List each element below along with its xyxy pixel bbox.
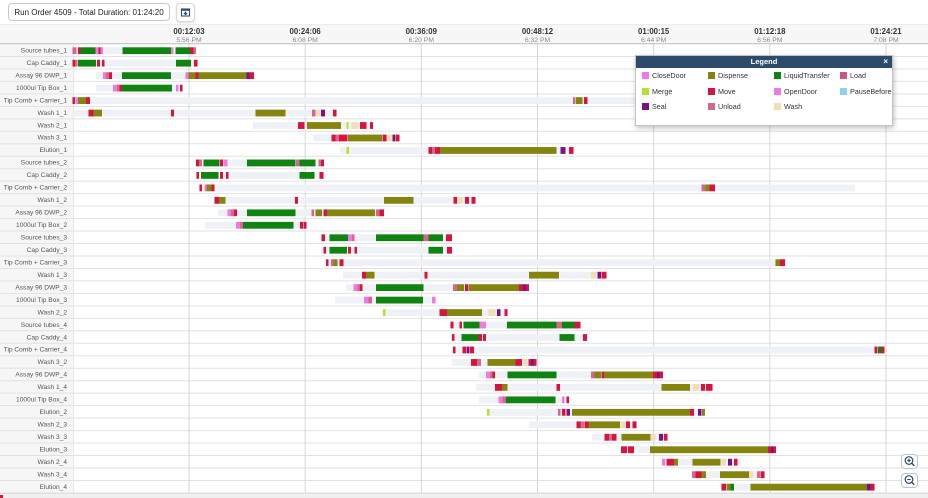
svg-text:Wash 3_1: Wash 3_1 — [38, 135, 68, 142]
svg-text:Source tubes_4: Source tubes_4 — [21, 322, 68, 329]
svg-text:Cap Caddy_3: Cap Caddy_3 — [27, 247, 68, 254]
svg-text:Tip Comb + Carrier_3: Tip Comb + Carrier_3 — [4, 259, 68, 266]
svg-text:Cap Caddy_2: Cap Caddy_2 — [27, 172, 68, 179]
svg-text:Wash 1_2: Wash 1_2 — [38, 197, 68, 204]
svg-text:Assay 96 DWP_1: Assay 96 DWP_1 — [15, 72, 67, 79]
svg-text:1000ul Tip Box_4: 1000ul Tip Box_4 — [16, 397, 67, 404]
svg-text:Wash 1_3: Wash 1_3 — [38, 272, 68, 279]
svg-text:Tip Comb + Carrier_2: Tip Comb + Carrier_2 — [4, 185, 68, 192]
svg-text:Wash 3_2: Wash 3_2 — [38, 359, 68, 366]
svg-text:Source tubes_2: Source tubes_2 — [21, 160, 68, 167]
svg-text:Source tubes_3: Source tubes_3 — [21, 234, 68, 241]
svg-text:Wash 2_2: Wash 2_2 — [38, 309, 68, 316]
svg-text:Tip Comb + Carrier_1: Tip Comb + Carrier_1 — [4, 97, 68, 104]
svg-text:Wash 2_3: Wash 2_3 — [38, 422, 68, 429]
svg-text:Source tubes_1: Source tubes_1 — [21, 47, 68, 54]
svg-text:Assay 96 DWP_3: Assay 96 DWP_3 — [15, 284, 67, 291]
svg-text:Wash 2_4: Wash 2_4 — [38, 459, 68, 466]
svg-text:Assay 96 DWP_4: Assay 96 DWP_4 — [15, 372, 67, 379]
svg-text:1000ul Tip Box_1: 1000ul Tip Box_1 — [16, 85, 67, 92]
svg-text:Wash 3_4: Wash 3_4 — [38, 471, 68, 478]
svg-text:Elution_1: Elution_1 — [40, 147, 68, 154]
svg-text:1000ul Tip Box_2: 1000ul Tip Box_2 — [16, 222, 67, 229]
svg-text:1000ul Tip Box_3: 1000ul Tip Box_3 — [16, 297, 67, 304]
svg-text:Wash 2_1: Wash 2_1 — [38, 122, 68, 129]
svg-text:Assay 96 DWP_2: Assay 96 DWP_2 — [15, 210, 67, 217]
svg-text:Cap Caddy_1: Cap Caddy_1 — [27, 60, 68, 67]
svg-text:Wash 1_4: Wash 1_4 — [38, 384, 68, 391]
svg-text:Elution_3: Elution_3 — [40, 446, 68, 453]
svg-text:Wash 3_3: Wash 3_3 — [38, 434, 68, 441]
svg-text:Tip Comb + Carrier_4: Tip Comb + Carrier_4 — [4, 347, 68, 354]
svg-text:Cap Caddy_4: Cap Caddy_4 — [27, 334, 68, 341]
svg-text:Wash 1_1: Wash 1_1 — [38, 110, 68, 117]
svg-text:Elution_2: Elution_2 — [40, 409, 68, 416]
svg-text:Elution_4: Elution_4 — [40, 484, 68, 491]
